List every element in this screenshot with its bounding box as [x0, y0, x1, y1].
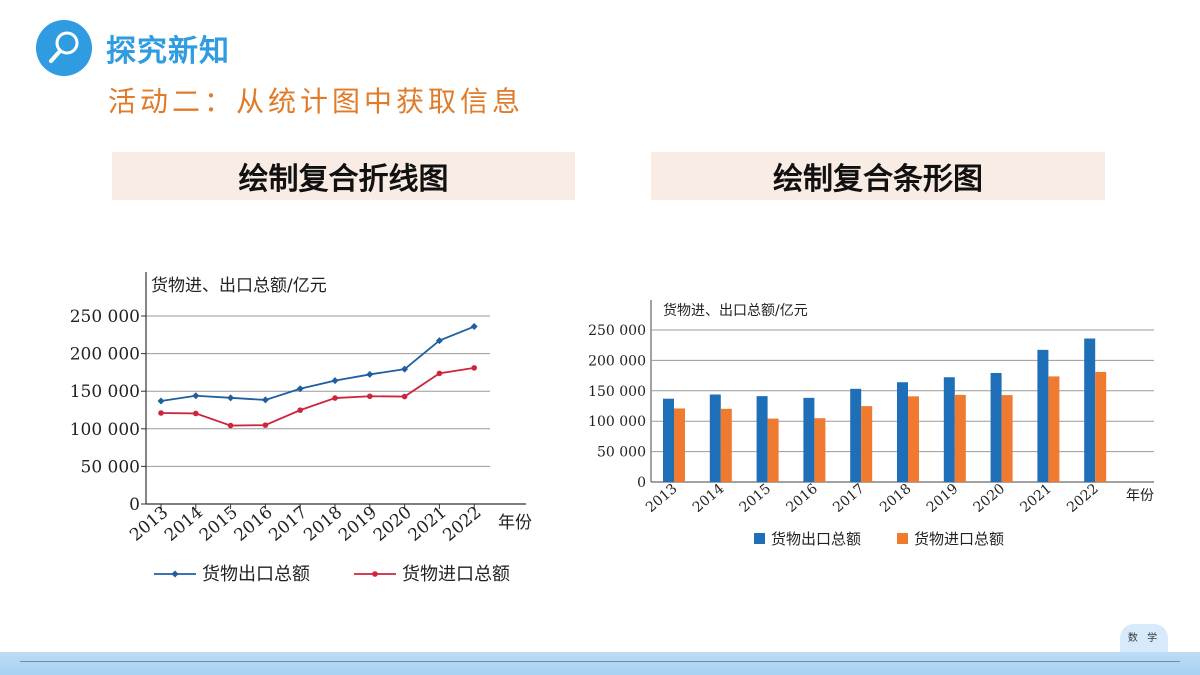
data-point [227, 422, 234, 429]
x-tick-label: 2020 [971, 481, 1009, 516]
y-tick-label: 250 000 [588, 323, 646, 339]
x-tick-label: 2019 [924, 481, 962, 516]
bar-export [1037, 349, 1049, 482]
bar-export [709, 394, 721, 482]
bar-import [861, 406, 873, 482]
line-chart: 0 50 000 100 000 150 000 200 000 250 000 货物进、出… [70, 272, 532, 585]
activity-title: 活动二：从统计图中获取信息 [108, 85, 525, 118]
bar-import [954, 394, 966, 482]
data-point [192, 392, 200, 400]
bar-import [814, 418, 826, 482]
series-line-2 [160, 366, 475, 427]
legend-marker [372, 571, 378, 577]
y-tick-label: 150 000 [588, 384, 646, 400]
data-point [401, 365, 409, 373]
x-tick-label: 2017 [830, 481, 868, 516]
data-point [435, 337, 443, 345]
section-title: 探究新知 [106, 34, 230, 69]
x-tick-label: 2013 [643, 481, 681, 516]
x-axis-label: 年份 [1126, 488, 1154, 504]
x-tick-label: 2021 [1017, 481, 1055, 516]
data-point [366, 370, 374, 378]
bar-import [720, 408, 732, 482]
y-tick-label: 150 000 [70, 382, 140, 402]
bar-export [803, 397, 815, 482]
bar-export [850, 388, 862, 482]
bar-export [1084, 338, 1096, 482]
series-line-1 [160, 325, 475, 402]
bar-import [1001, 395, 1013, 482]
y-tick-label: 0 [637, 475, 646, 491]
data-point [227, 394, 235, 402]
x-tick-label: 2016 [783, 481, 821, 516]
line-chart-banner: 绘制复合折线图 [112, 152, 575, 200]
y-tick-label: 250 000 [70, 307, 140, 327]
data-point [261, 396, 269, 404]
bar-import [767, 418, 779, 482]
data-point [158, 410, 164, 416]
data-point [332, 395, 338, 401]
bar-import [908, 396, 919, 482]
subject-tab: 数 学 [1120, 624, 1168, 654]
y-tick-label: 100 000 [70, 420, 140, 440]
bar-import [674, 408, 685, 482]
data-point [296, 385, 304, 393]
y-tick-label: 50 000 [597, 445, 646, 461]
x-axis-label: 年份 [498, 513, 532, 533]
y-tick-label: 50 000 [81, 457, 140, 477]
data-point [367, 393, 373, 400]
x-tick-label: 2022 [1064, 481, 1102, 516]
y-axis-label: 货物进、出口总额/亿元 [663, 302, 808, 319]
data-point [331, 377, 339, 385]
legend-swatch [897, 533, 908, 544]
bar-export [897, 382, 908, 482]
data-point [401, 393, 408, 400]
footer-bar [0, 652, 1200, 675]
data-point [436, 370, 443, 377]
bar-chart-banner: 绘制复合条形图 [651, 152, 1105, 200]
y-tick-label: 0 [129, 495, 140, 515]
x-tick-label: 2015 [737, 481, 775, 516]
data-point [297, 407, 304, 413]
bar-export [756, 396, 768, 482]
bar-export [990, 372, 1002, 482]
y-tick-label: 200 000 [588, 353, 646, 369]
y-axis-label: 货物进、出口总额/亿元 [151, 276, 327, 296]
data-point [471, 365, 478, 371]
legend-swatch [754, 533, 765, 544]
bar-import [1095, 371, 1107, 482]
data-point [157, 397, 165, 405]
legend-marker [171, 570, 179, 578]
bar-export [943, 377, 955, 482]
data-point [262, 422, 269, 428]
x-tick-label: 2014 [690, 481, 728, 516]
y-tick-label: 100 000 [588, 414, 646, 430]
data-point [193, 410, 199, 417]
data-point [470, 323, 478, 331]
legend-label: 货物出口总额 [202, 564, 310, 585]
bar-export [663, 398, 674, 482]
bar-import [1048, 376, 1060, 482]
magnifier-icon [36, 20, 92, 76]
legend-label: 货物进口总额 [914, 530, 1004, 548]
legend-label: 货物进口总额 [402, 564, 510, 585]
x-tick-label: 2018 [877, 481, 915, 516]
legend-label: 货物出口总额 [771, 530, 861, 548]
y-tick-label: 200 000 [70, 345, 140, 365]
footer-divider [20, 661, 1180, 662]
